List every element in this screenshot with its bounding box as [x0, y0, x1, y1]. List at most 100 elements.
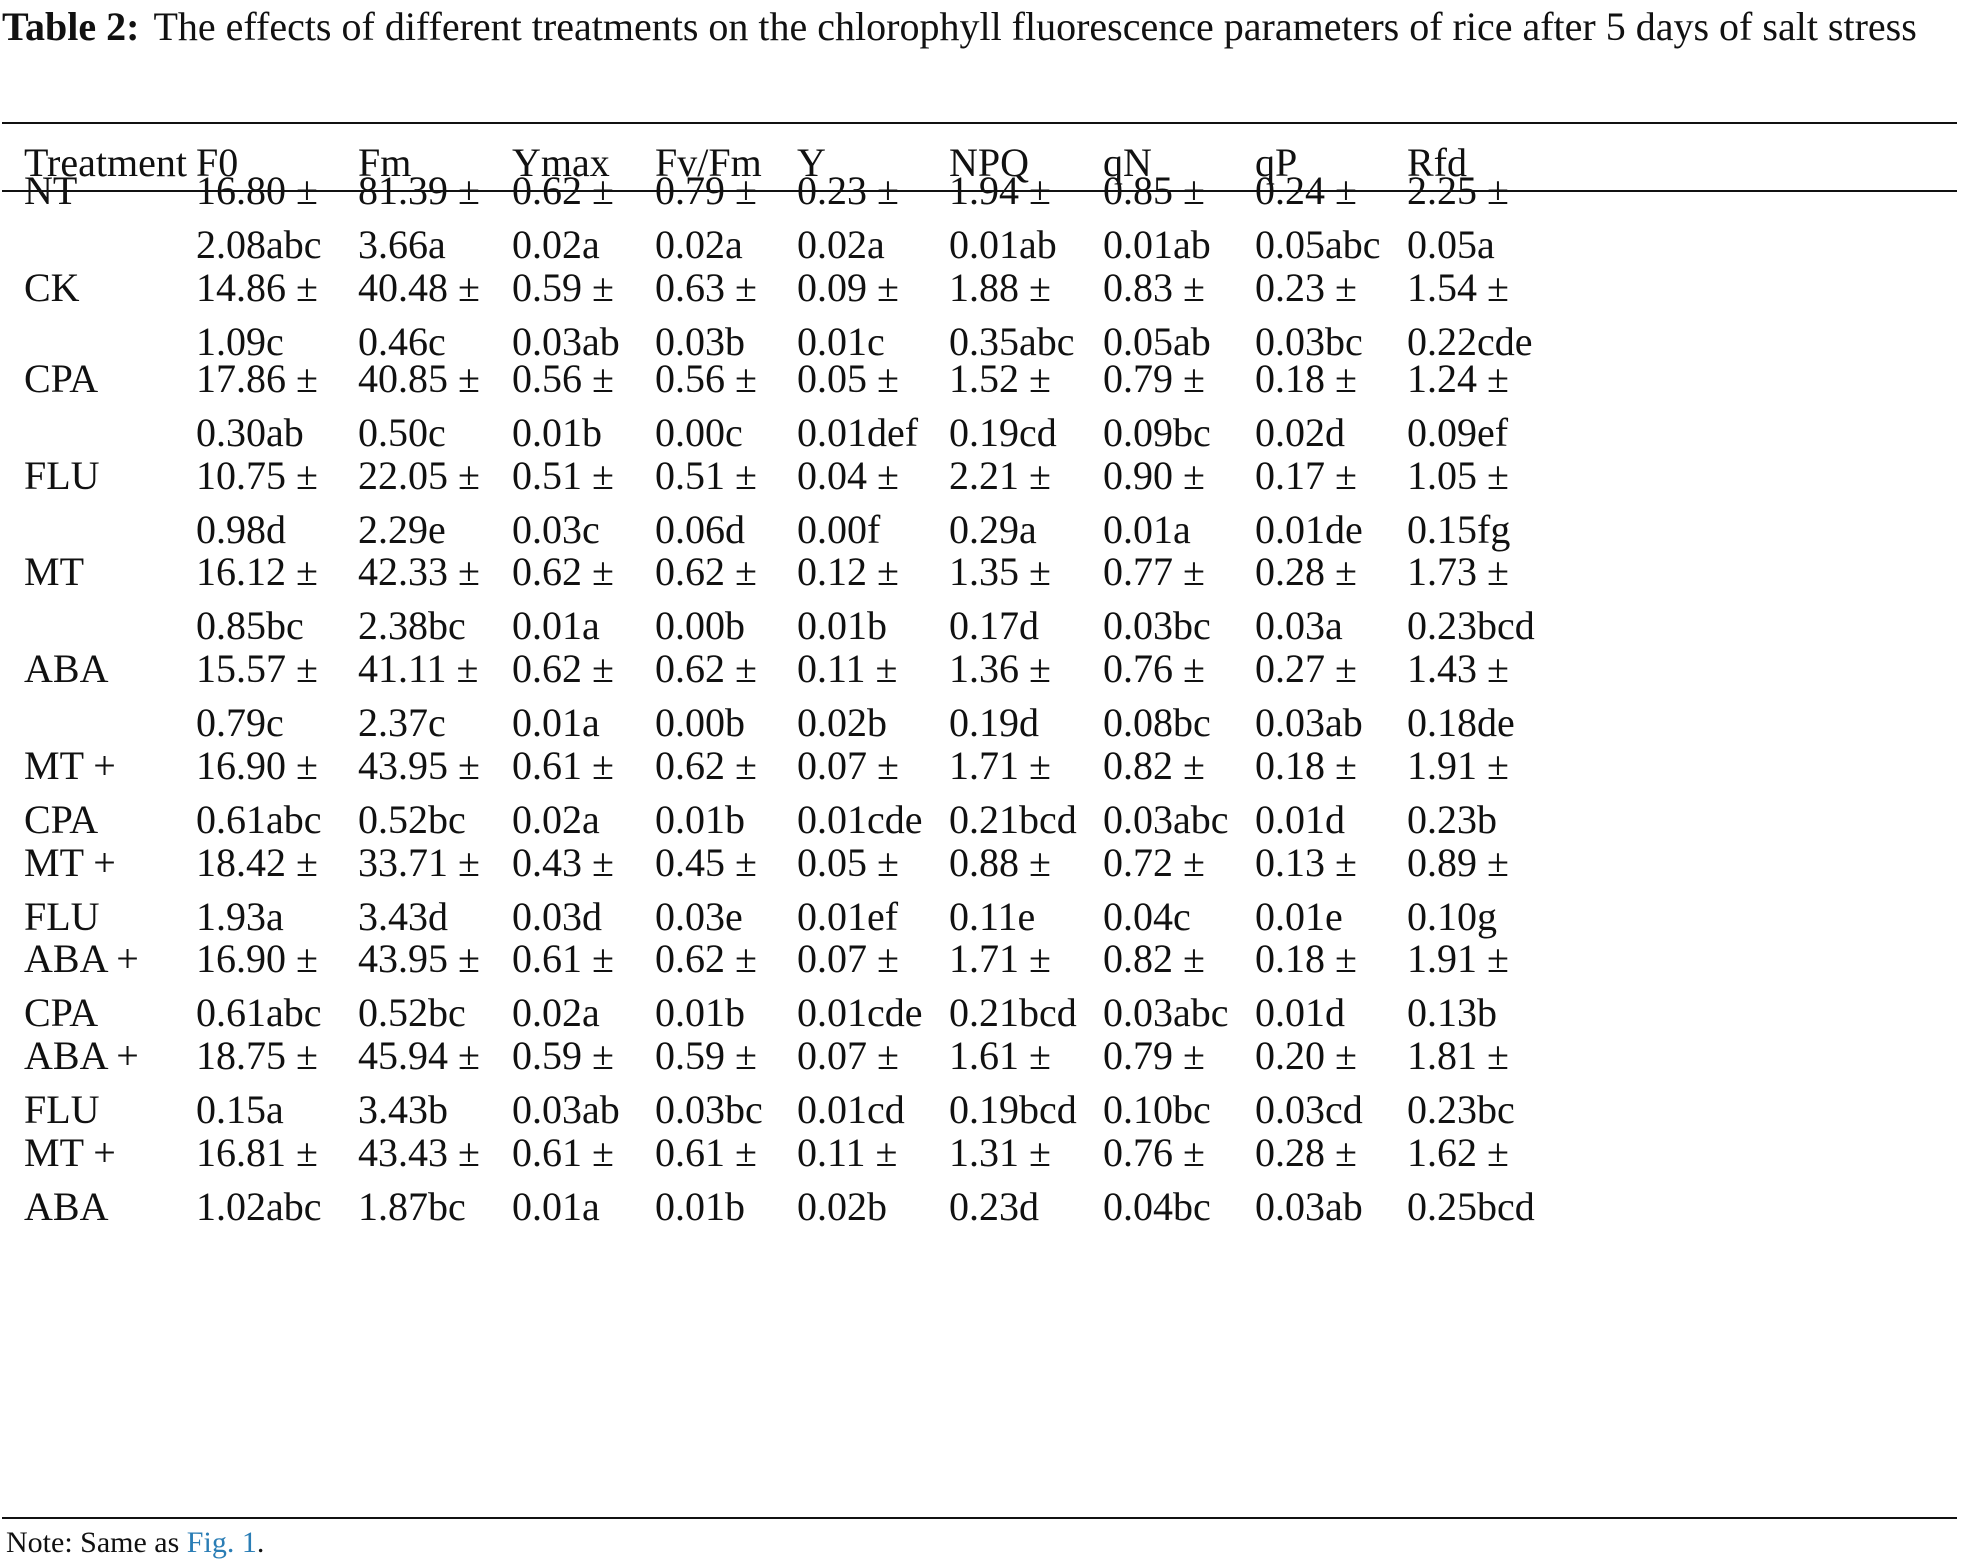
- value-cell: 0.59 ± 0.03ab: [512, 261, 620, 369]
- value-cell: 1.52 ± 0.19cd: [949, 352, 1057, 460]
- mean-value: 0.11 ±: [797, 1130, 898, 1175]
- value-cell: 0.17 ± 0.01de: [1255, 449, 1363, 557]
- mean-value: 0.72 ±: [1103, 840, 1205, 885]
- value-cell: 40.48 ± 0.46c: [358, 261, 480, 369]
- mean-value: 1.62 ±: [1407, 1130, 1509, 1175]
- value-cell: 33.71 ± 3.43d: [358, 836, 480, 944]
- mean-value: 0.79 ±: [1103, 1033, 1205, 1078]
- value-cell: 43.95 ± 0.52bc: [358, 932, 480, 1040]
- column-header: Rfd: [1407, 140, 1467, 185]
- value-cell: 2.25 ± 0.05a: [1407, 164, 1509, 272]
- sd-value: 0.35abc: [949, 319, 1075, 364]
- sd-value: 0.23bc: [1407, 1087, 1515, 1132]
- value-cell: 0.77 ± 0.03bc: [1103, 545, 1211, 653]
- sd-value: 0.13b: [1407, 990, 1497, 1035]
- value-cell: 1.71 ± 0.21bcd: [949, 739, 1077, 847]
- mean-value: 0.59 ±: [512, 265, 614, 310]
- figure-link[interactable]: Fig. 1: [186, 1526, 257, 1559]
- value-cell: 42.33 ± 2.38bc: [358, 545, 480, 653]
- mean-value: 0.62 ±: [512, 646, 614, 691]
- treatment-cell: CK: [24, 261, 80, 315]
- mean-value: 43.95 ±: [358, 743, 480, 788]
- mean-value: 0.61 ±: [512, 936, 614, 981]
- mean-value: 0.07 ±: [797, 743, 899, 788]
- mean-value: 0.76 ±: [1103, 646, 1205, 691]
- value-cell: 0.51 ± 0.06d: [655, 449, 757, 557]
- sd-value: 2.29e: [358, 507, 446, 552]
- mean-value: 0.56 ±: [512, 356, 614, 401]
- mean-value: 16.12 ±: [196, 549, 318, 594]
- treatment-label: FLU: [24, 894, 100, 939]
- sd-value: 0.25bcd: [1407, 1184, 1535, 1229]
- value-cell: 0.51 ± 0.03c: [512, 449, 614, 557]
- sd-value: 0.09bc: [1103, 410, 1211, 455]
- value-cell: 0.63 ± 0.03b: [655, 261, 757, 369]
- mean-value: 0.61 ±: [512, 743, 614, 788]
- sd-value: 0.02b: [797, 700, 887, 745]
- column-header: Y: [797, 140, 826, 185]
- treatment-cell: CPA: [24, 352, 98, 406]
- mean-value: 0.07 ±: [797, 1033, 899, 1078]
- treatment-cell: MT + FLU: [24, 836, 116, 944]
- sd-value: 0.05abc: [1255, 222, 1381, 267]
- treatment-label: MT +: [24, 840, 116, 885]
- value-cell: 43.95 ± 0.52bc: [358, 739, 480, 847]
- note-suffix: .: [256, 1526, 265, 1559]
- value-cell: 1.91 ± 0.23b: [1407, 739, 1509, 847]
- sd-value: 3.43d: [358, 894, 448, 939]
- sd-value: 0.02b: [797, 1184, 887, 1229]
- treatment-label: CPA: [24, 356, 99, 401]
- sd-value: 0.19d: [949, 700, 1039, 745]
- sd-value: 0.11e: [949, 894, 1036, 939]
- value-cell: 0.11 ± 0.02b: [797, 642, 897, 750]
- mean-value: 0.51 ±: [655, 453, 757, 498]
- mean-value: 0.07 ±: [797, 936, 899, 981]
- column-header: Treatment: [24, 140, 187, 185]
- mean-value: 1.71 ±: [949, 743, 1051, 788]
- mean-value: 0.24 ±: [1255, 168, 1357, 213]
- mean-value: 43.43 ±: [358, 1130, 480, 1175]
- column-header: Ymax: [512, 140, 610, 185]
- sd-value: 0.19cd: [949, 410, 1057, 455]
- value-cell: 0.09 ± 0.01c: [797, 261, 899, 369]
- value-cell: 41.11 ± 2.37c: [358, 642, 478, 750]
- mean-value: 0.61 ±: [655, 1130, 757, 1175]
- treatment-label: NT: [24, 168, 78, 213]
- treatment-label: ABA: [24, 646, 109, 691]
- column-header: Fm: [358, 140, 412, 185]
- sd-value: 0.01a: [512, 700, 600, 745]
- value-cell: 16.90 ± 0.61abc: [196, 932, 322, 1040]
- sd-value: 0.50c: [358, 410, 446, 455]
- value-cell: 0.76 ± 0.08bc: [1103, 642, 1211, 750]
- mean-value: 0.63 ±: [655, 265, 757, 310]
- value-cell: 0.62 ± 0.01b: [655, 932, 757, 1040]
- sd-value: 0.17d: [949, 603, 1039, 648]
- sd-value: 0.03e: [655, 894, 743, 939]
- mean-value: 1.88 ±: [949, 265, 1051, 310]
- value-cell: 1.73 ± 0.23bcd: [1407, 545, 1535, 653]
- column-header: qP: [1255, 140, 1298, 185]
- sd-value: 0.04bc: [1103, 1184, 1211, 1229]
- sd-value: 0.00b: [655, 603, 745, 648]
- mean-value: 0.28 ±: [1255, 1130, 1357, 1175]
- mean-value: 33.71 ±: [358, 840, 480, 885]
- table-caption: Table 2: The effects of different treatme…: [2, 0, 1957, 54]
- sd-value: 0.23b: [1407, 797, 1497, 842]
- value-cell: 1.71 ± 0.21bcd: [949, 932, 1077, 1040]
- sd-value: 0.03d: [512, 894, 602, 939]
- mean-value: 45.94 ±: [358, 1033, 480, 1078]
- sd-value: 1.02abc: [196, 1184, 322, 1229]
- mean-value: 0.79 ±: [655, 168, 757, 213]
- treatment-label: MT +: [24, 1130, 116, 1175]
- treatment-cell: MT + ABA: [24, 1126, 116, 1234]
- mean-value: 0.56 ±: [655, 356, 757, 401]
- value-cell: 0.59 ± 0.03bc: [655, 1029, 763, 1137]
- value-cell: 1.35 ± 0.17d: [949, 545, 1051, 653]
- sd-value: 0.23bcd: [1407, 603, 1535, 648]
- treatment-label: CPA: [24, 797, 99, 842]
- mean-value: 0.85 ±: [1103, 168, 1205, 213]
- sd-value: 0.15fg: [1407, 507, 1511, 552]
- sd-value: 0.01b: [797, 603, 887, 648]
- value-cell: 17.86 ± 0.30ab: [196, 352, 318, 460]
- sd-value: 0.10bc: [1103, 1087, 1211, 1132]
